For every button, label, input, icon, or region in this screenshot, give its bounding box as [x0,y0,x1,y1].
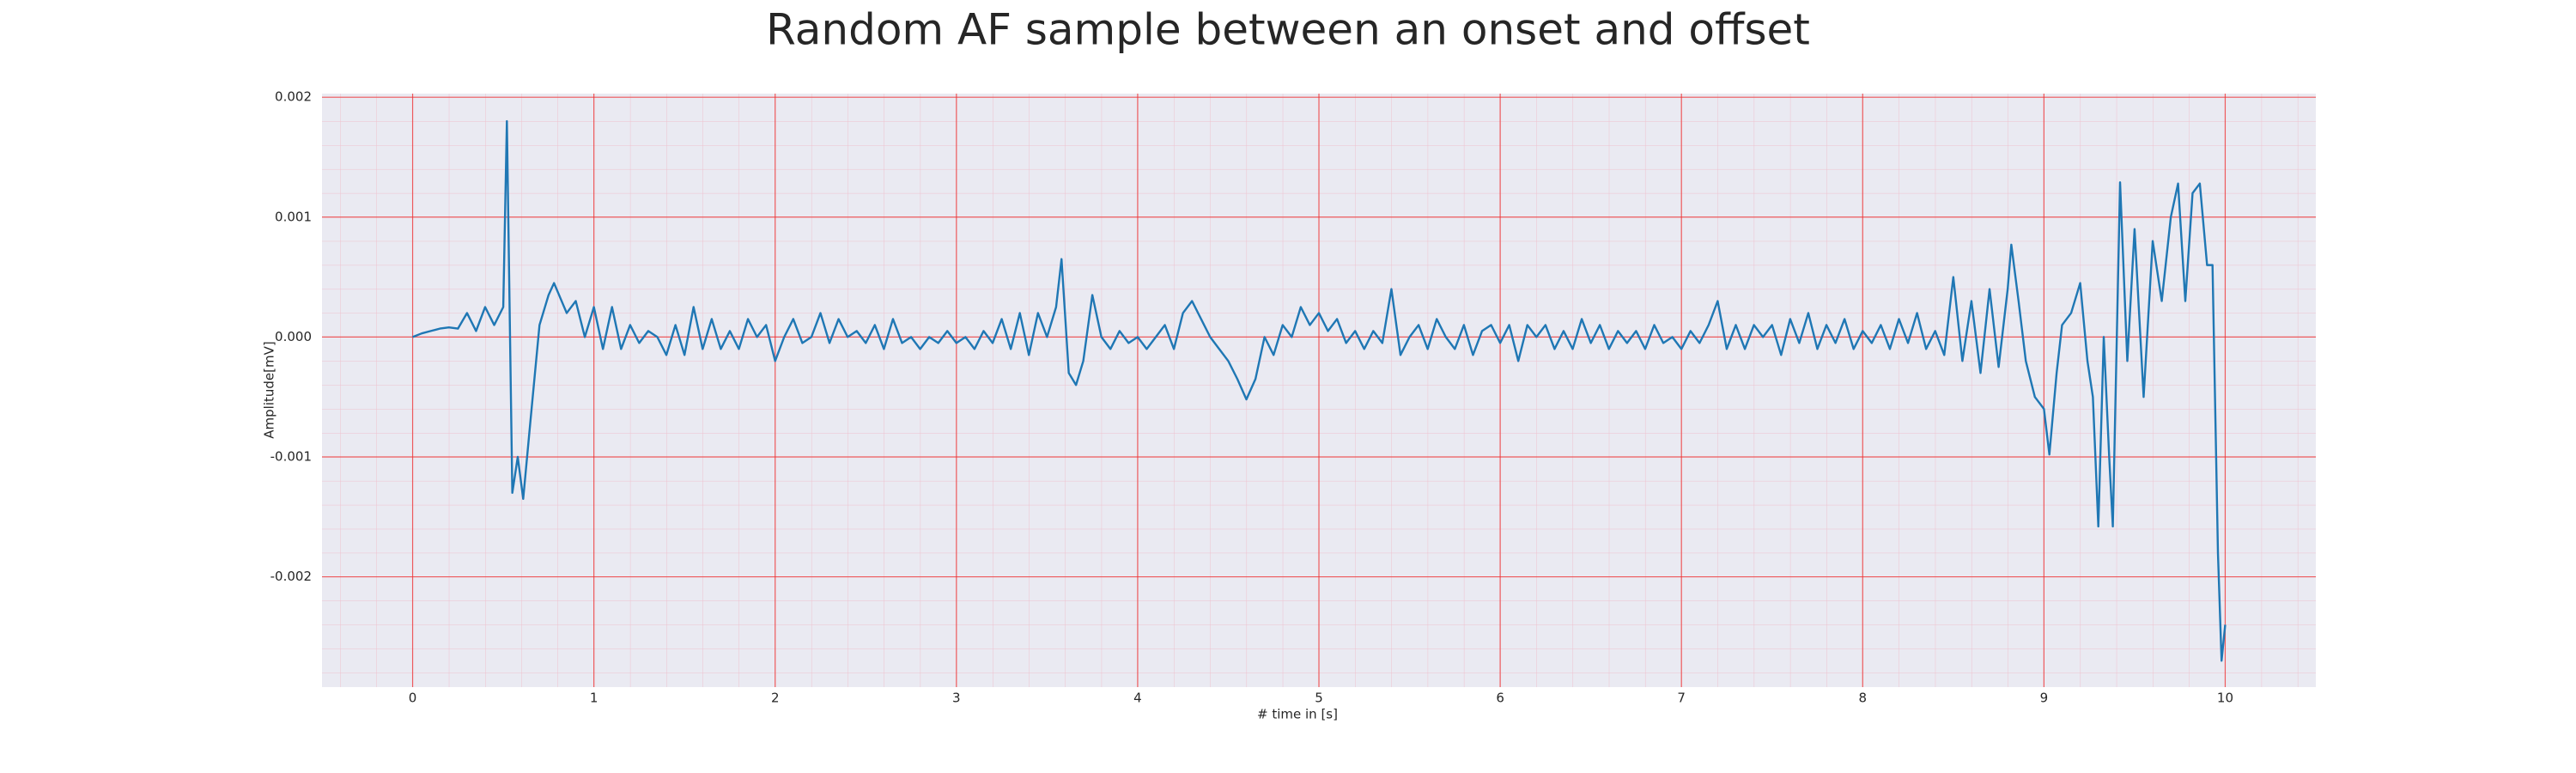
x-tick-label: 8 [1858,691,1867,706]
y-tick-label: 0.002 [275,89,312,105]
x-tick-label: 5 [1315,691,1323,706]
chart-title: Random AF sample between an onset and of… [766,5,1810,55]
x-tick-label: 2 [771,691,780,706]
x-tick-label: 7 [1677,691,1686,706]
x-tick-label: 1 [590,691,598,706]
x-tick-label: 6 [1496,691,1504,706]
x-tick-label: 9 [2040,691,2049,706]
y-tick-label: -0.001 [270,448,312,464]
y-tick-label: 0.001 [275,209,312,224]
x-tick-label: 3 [952,691,961,706]
y-axis-label: Amplitude[mV] [262,341,277,438]
signal-line [412,119,2227,662]
y-tick-label: 0.000 [275,329,312,344]
x-tick-label: 0 [409,691,417,706]
y-tick-label: -0.002 [270,569,312,584]
x-tick-label: 10 [2217,691,2233,706]
x-tick-label: 4 [1133,691,1142,706]
x-axis-label: # time in [s] [1257,707,1338,722]
